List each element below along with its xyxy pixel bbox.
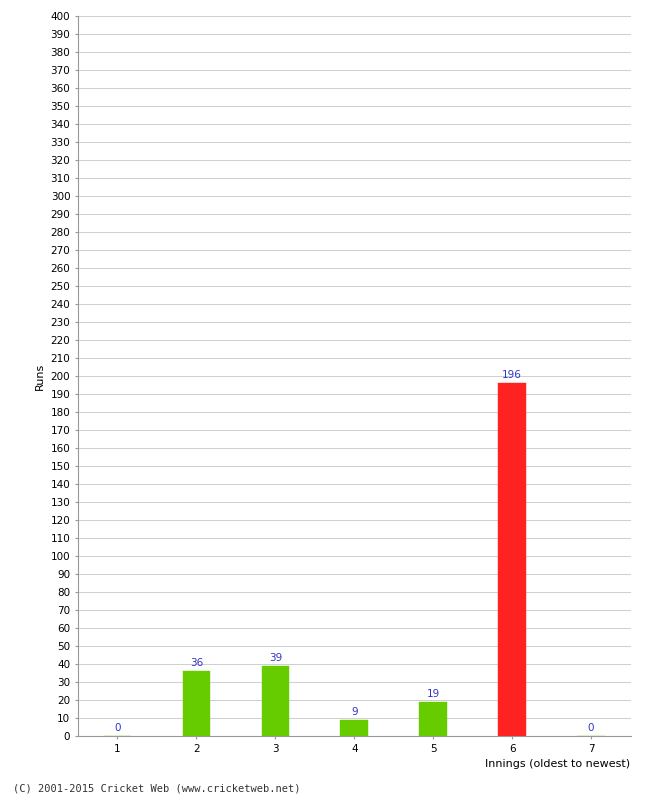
- Bar: [341, 720, 368, 736]
- Y-axis label: Runs: Runs: [35, 362, 45, 390]
- Bar: [499, 383, 526, 736]
- Text: 36: 36: [190, 658, 203, 669]
- Text: 39: 39: [268, 653, 282, 663]
- Text: 9: 9: [351, 707, 358, 717]
- Text: 0: 0: [588, 723, 594, 734]
- Bar: [261, 666, 289, 736]
- Text: 0: 0: [114, 723, 121, 734]
- Text: 196: 196: [502, 370, 522, 381]
- Text: 19: 19: [426, 689, 440, 699]
- Bar: [419, 702, 447, 736]
- Bar: [183, 671, 210, 736]
- Text: (C) 2001-2015 Cricket Web (www.cricketweb.net): (C) 2001-2015 Cricket Web (www.cricketwe…: [13, 784, 300, 794]
- X-axis label: Innings (oldest to newest): Innings (oldest to newest): [486, 759, 630, 769]
